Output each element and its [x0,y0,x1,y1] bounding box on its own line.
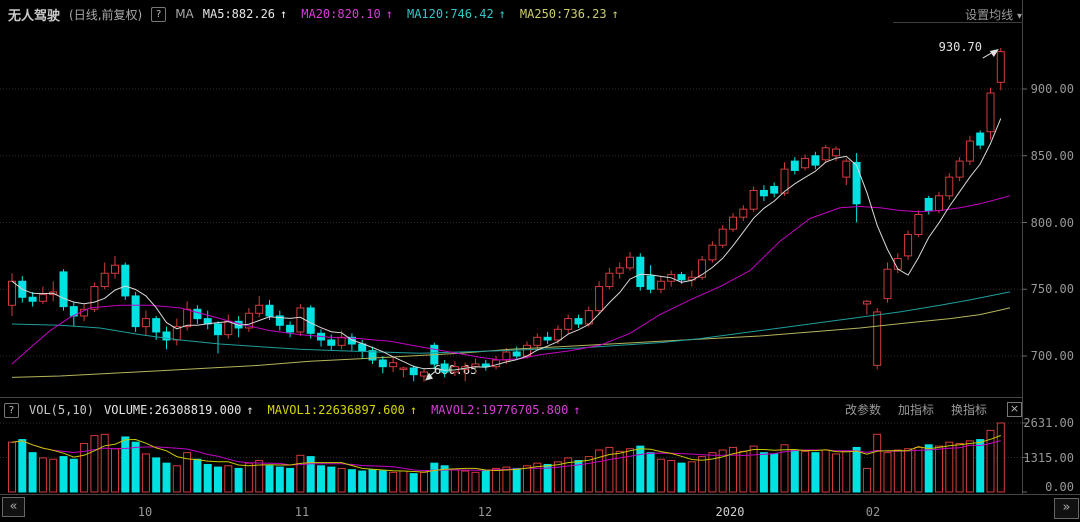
volume-axis-label: 2631.00 [1023,416,1074,430]
time-axis-tick: 2020 [715,505,745,519]
legend-item: VOLUME:26308819.000 ↑ [104,403,254,417]
high-price-annotation: 930.70 [938,40,982,54]
vol-indicator-label: VOL(5,10) [29,403,95,417]
legend-item: MAVOL1:22636897.600 ↑ [267,403,418,417]
period-adjust-label: (日线,前复权) [69,7,143,22]
time-axis-tick: 02 [865,505,881,519]
arrow-up-icon: ↑ [246,403,254,417]
price-axis-label: 850.00 [1030,148,1074,163]
time-axis-tick: 12 [477,505,493,519]
indicator-actions: 改参数 加指标 换指标 [845,401,987,418]
settings-underline [893,22,1023,23]
ma-settings-label: 设置均线 [965,8,1014,22]
ma-indicator-label: MA [175,7,194,21]
price-axis-label: 700.00 [1030,349,1074,363]
help-icon[interactable]: ? [151,6,167,22]
arrow-up-icon: ↑ [409,403,418,417]
legend-item: MAVOL2:19776705.800 ↑ [431,403,581,417]
legend-item: MA20:820.10 ↑ [301,7,393,21]
price-axis-label: 800.00 [1030,215,1074,230]
help-icon[interactable]: ? [4,402,19,418]
symbol-name: 无人驾驶 [8,8,61,24]
scroll-right-button[interactable]: » [1054,498,1079,519]
close-icon[interactable]: × [1007,402,1022,417]
action-button[interactable]: 换指标 [951,403,988,417]
ma-settings-button[interactable]: 设置均线 ▾ [965,6,1022,23]
arrow-up-icon: ↑ [498,7,506,21]
arrow-up-icon: ↑ [280,7,288,21]
legend-item: MA120:746.42 ↑ [406,7,506,21]
action-button[interactable]: 加指标 [898,403,935,417]
ma-legend: MA5:882.26 ↑ MA20:820.10 ↑ MA120:746.42 ↑ MA25… [203,7,619,21]
chevron-down-icon: ▾ [1016,11,1022,22]
arrow-up-icon: ↑ [611,7,619,21]
volume-axis-label: 0.00 [1045,480,1074,494]
legend-item: MA5:882.26 ↑ [202,7,288,21]
arrow-up-icon: ↑ [385,7,393,21]
vol-legend: VOLUME:26308819.000 ↑ MAVOL1:22636897.600 ↑… [104,403,581,417]
volume-header: ? VOL(5,10) VOLUME:26308819.000 ↑ MAVOL1:2… [0,399,1022,421]
time-axis-tick: 10 [137,505,153,519]
arrow-up-icon: ↑ [573,403,581,417]
legend-item: MA250:736.23 ↑ [519,7,619,21]
volume-axis-label: 1315.00 [1023,450,1074,465]
time-axis-tick: 11 [294,505,310,519]
price-axis-label: 900.00 [1030,82,1074,96]
action-button[interactable]: 改参数 [845,403,882,417]
price-axis-label: 750.00 [1030,282,1074,297]
scroll-left-button[interactable]: « [2,497,25,517]
main-chart-header: 无人驾驶 (日线,前复权) ? MA MA5:882.26 ↑ MA20:820.1… [0,0,1080,28]
